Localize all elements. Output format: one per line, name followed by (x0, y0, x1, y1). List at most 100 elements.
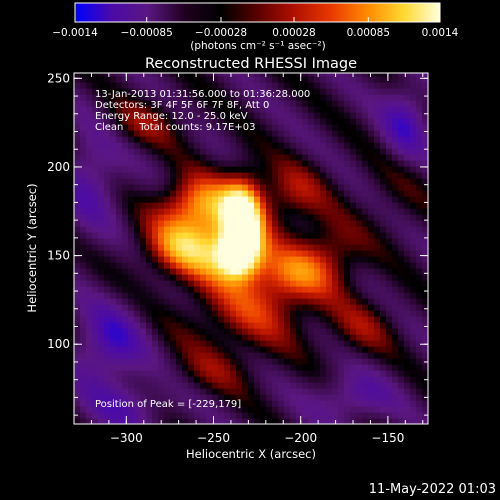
heatmap-cell (176, 316, 183, 323)
heatmap-cell (320, 220, 327, 227)
heatmap-cell (410, 142, 417, 149)
heatmap-cell (86, 286, 93, 293)
heatmap-cell (284, 298, 291, 305)
heatmap-cell (212, 418, 219, 424)
heatmap-cell (254, 166, 261, 173)
heatmap-cell (260, 142, 267, 149)
heatmap-cell (140, 334, 147, 341)
heatmap-cell (92, 160, 99, 167)
heatmap-cell (386, 202, 393, 209)
heatmap-cell (134, 286, 141, 293)
heatmap-cell (296, 238, 303, 245)
heatmap-cell (266, 328, 273, 335)
heatmap-cell (308, 214, 315, 221)
heatmap-cell (194, 208, 201, 215)
heatmap-cell (146, 88, 153, 95)
heatmap-cell (344, 190, 351, 197)
heatmap-cell (218, 106, 225, 113)
heatmap-cell (398, 376, 405, 383)
heatmap-cell (308, 274, 315, 281)
heatmap-cell (398, 208, 405, 215)
heatmap-cell (290, 184, 297, 191)
heatmap-cell (128, 130, 135, 137)
heatmap-cell (164, 322, 171, 329)
heatmap-cell (308, 208, 315, 215)
heatmap-cell (224, 310, 231, 317)
heatmap-cell (254, 124, 261, 131)
heatmap-cell (218, 298, 225, 305)
heatmap-cell (134, 226, 141, 233)
heatmap-cell (380, 370, 387, 377)
heatmap-cell (176, 190, 183, 197)
heatmap-cell (236, 196, 243, 203)
heatmap-cell (164, 394, 171, 401)
heatmap-cell (230, 76, 237, 83)
heatmap-cell (374, 184, 381, 191)
heatmap-cell (230, 142, 237, 149)
heatmap-cell (374, 334, 381, 341)
heatmap-cell (404, 112, 411, 119)
heatmap-cell (398, 178, 405, 185)
heatmap-cell (116, 160, 123, 167)
heatmap-cell (308, 106, 315, 113)
heatmap-cell (122, 130, 129, 137)
heatmap-cell (236, 154, 243, 161)
heatmap-cell (86, 352, 93, 359)
heatmap-cell (374, 394, 381, 401)
heatmap-cell (362, 388, 369, 395)
heatmap-cell (320, 286, 327, 293)
heatmap-cell (380, 202, 387, 209)
heatmap-cell (182, 376, 189, 383)
heatmap-cell (392, 118, 399, 125)
heatmap-cell (290, 124, 297, 131)
heatmap-cell (134, 160, 141, 167)
heatmap-cell (200, 226, 207, 233)
heatmap-cell (338, 328, 345, 335)
heatmap-cell (416, 334, 423, 341)
heatmap-cell (104, 76, 111, 83)
heatmap-cell (350, 358, 357, 365)
heatmap-cell (422, 226, 428, 233)
heatmap-cell (236, 100, 243, 107)
heatmap-cell (398, 82, 405, 89)
heatmap-cell (164, 292, 171, 299)
heatmap-cell (194, 298, 201, 305)
heatmap-cell (302, 370, 309, 377)
heatmap-cell (290, 370, 297, 377)
heatmap-cell (200, 262, 207, 269)
heatmap-cell (200, 184, 207, 191)
heatmap-cell (98, 106, 105, 113)
heatmap-cell (296, 388, 303, 395)
heatmap-cell (116, 166, 123, 173)
heatmap-cell (356, 220, 363, 227)
heatmap-cell (410, 82, 417, 89)
heatmap-cell (386, 388, 393, 395)
heatmap-cell (188, 292, 195, 299)
heatmap-cell (170, 136, 177, 143)
heatmap-cell (248, 280, 255, 287)
heatmap-cell (416, 100, 423, 107)
heatmap-cell (116, 76, 123, 83)
heatmap-cell (206, 130, 213, 137)
heatmap-cell (386, 154, 393, 161)
heatmap-cell (422, 130, 428, 137)
heatmap-cell (272, 262, 279, 269)
heatmap-cell (212, 154, 219, 161)
heatmap-cell (170, 208, 177, 215)
heatmap-cell (392, 136, 399, 143)
heatmap-cell (128, 316, 135, 323)
heatmap-cell (356, 226, 363, 233)
heatmap-cell (224, 184, 231, 191)
heatmap-cell (380, 292, 387, 299)
heatmap-cell (206, 94, 213, 101)
heatmap-cell (92, 358, 99, 365)
heatmap-cell (152, 262, 159, 269)
heatmap-cell (290, 406, 297, 413)
heatmap-cell (302, 346, 309, 353)
heatmap-cell (362, 130, 369, 137)
heatmap-cell (296, 136, 303, 143)
heatmap-cell (380, 94, 387, 101)
heatmap-cell (116, 148, 123, 155)
heatmap-cell (320, 310, 327, 317)
heatmap-cell (410, 256, 417, 263)
